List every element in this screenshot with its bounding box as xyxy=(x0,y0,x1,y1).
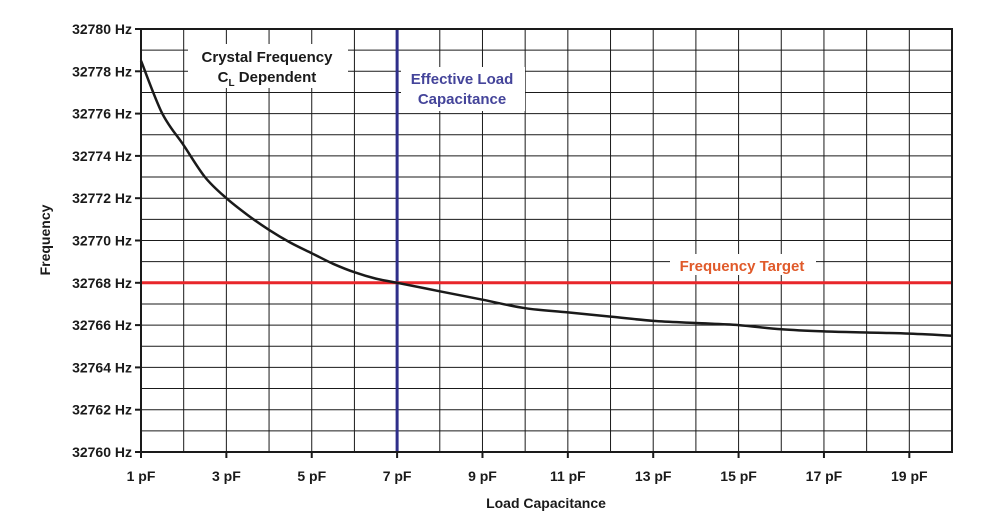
tick-labels: 32780 Hz 32778 Hz 32776 Hz 32774 Hz 32772 Hz… xyxy=(72,21,928,484)
series-group xyxy=(139,60,953,337)
frequency-target-label-background xyxy=(670,254,816,275)
x-tick-label: 11 pF xyxy=(550,468,586,484)
y-tick-label: 32772 Hz xyxy=(72,190,132,206)
annotation-line2: CL Dependent xyxy=(218,69,317,89)
x-tick-label: 9 pF xyxy=(468,468,497,484)
x-tick-label: 3 pF xyxy=(212,468,241,484)
y-tick-label: 32780 Hz xyxy=(72,21,132,37)
annotation-dependent: Dependent xyxy=(235,69,317,86)
annotation-background xyxy=(188,44,348,88)
x-tick-label: 1 pF xyxy=(127,468,156,484)
x-axis-title: Load Capacitance xyxy=(486,495,606,511)
y-tick-label: 32774 Hz xyxy=(72,148,132,164)
effective-load-label-line2: Capacitance xyxy=(418,91,506,108)
y-axis-title: Frequency xyxy=(37,204,53,275)
y-tick-label: 32778 Hz xyxy=(72,63,132,79)
annotation-c: C xyxy=(218,69,229,86)
ticks xyxy=(135,28,911,458)
y-tick-label: 32768 Hz xyxy=(72,275,132,291)
y-tick-label: 32760 Hz xyxy=(72,444,132,460)
x-tick-label: 17 pF xyxy=(806,468,843,484)
reference-lines xyxy=(141,29,952,452)
effective-load-label-line1: Effective Load xyxy=(411,71,514,88)
effective-load-label-background xyxy=(401,67,525,111)
y-tick-label: 32770 Hz xyxy=(72,233,132,249)
y-tick-label: 32762 Hz xyxy=(72,402,132,418)
annotation-line1: Crystal Frequency xyxy=(202,49,334,66)
annotation-subscript-l: L xyxy=(229,78,235,89)
y-tick-label: 32766 Hz xyxy=(72,317,132,333)
x-tick-label: 15 pF xyxy=(720,468,757,484)
grid xyxy=(141,29,952,452)
x-tick-label: 19 pF xyxy=(891,468,928,484)
crystal-frequency-curve xyxy=(139,60,953,337)
x-tick-label: 7 pF xyxy=(383,468,412,484)
y-tick-label: 32764 Hz xyxy=(72,359,132,375)
x-tick-label: 5 pF xyxy=(297,468,326,484)
x-tick-label: 13 pF xyxy=(635,468,672,484)
y-tick-label: 32776 Hz xyxy=(72,106,132,122)
frequency-target-label: Frequency Target xyxy=(680,258,805,275)
